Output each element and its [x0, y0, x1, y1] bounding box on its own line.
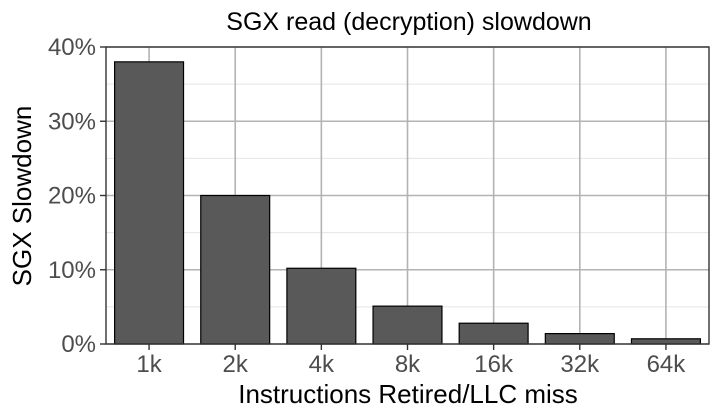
y-tick-label: 10% [48, 257, 96, 284]
bar-32k [544, 333, 615, 345]
axis-ticks: 0% 10% 20% 30% 40% 1k 2k 4k 8k 16k 32k 64k [48, 34, 686, 378]
x-tick-label: 32k [560, 351, 600, 378]
grid-lines [106, 46, 709, 345]
bars [114, 61, 701, 345]
y-axis-title: SGX Slowdown [7, 106, 37, 287]
bar-16k [458, 322, 529, 345]
y-tick-label: 0% [61, 331, 96, 358]
bar-8k [372, 305, 443, 345]
y-tick-label: 40% [48, 34, 96, 61]
bar-64k [630, 338, 701, 345]
x-tick-label: 64k [647, 351, 687, 378]
x-tick-label: 8k [395, 351, 421, 378]
x-tick-label: 2k [223, 351, 249, 378]
y-tick-label: 20% [48, 183, 96, 210]
y-tick-label: 30% [48, 108, 96, 135]
chart-title: SGX read (decryption) slowdown [226, 8, 591, 36]
x-axis-title: Instructions Retired/LLC miss [238, 379, 578, 409]
bar-1k [114, 61, 185, 345]
x-tick-label: 1k [136, 351, 162, 378]
x-tick-label: 16k [474, 351, 514, 378]
bar-4k [286, 267, 357, 345]
x-tick-label: 4k [309, 351, 335, 378]
bar-2k [200, 194, 271, 345]
